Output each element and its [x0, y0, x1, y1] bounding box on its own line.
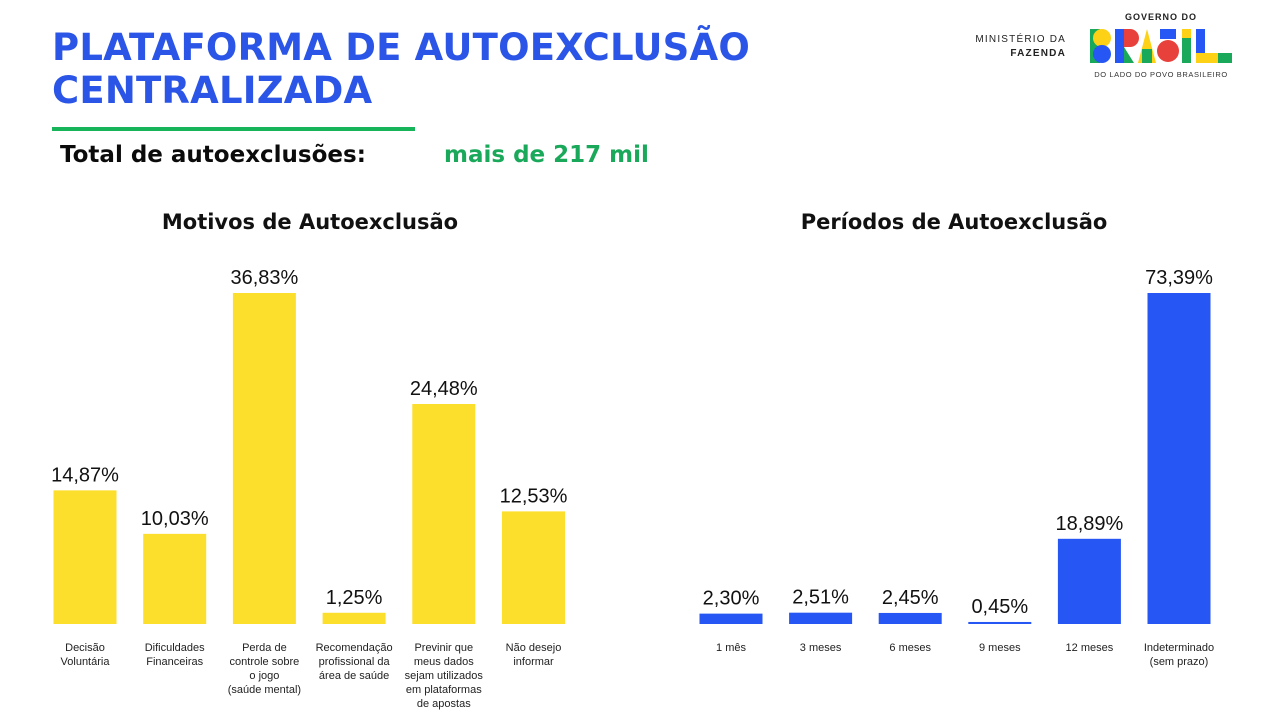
ministry-logo-text: MINISTÉRIO DA FAZENDA — [940, 33, 1066, 61]
motivos-category-label-0: Decisão Voluntária — [61, 642, 111, 668]
motivos-category-label-2: Perda de controle sobre o jogo (saúde menta… — [228, 642, 301, 696]
ministry-line-1: MINISTÉRIO DA — [975, 34, 1066, 45]
motivos-bar-5 — [502, 511, 565, 624]
periodos-category-label-2: 6 meses — [889, 642, 931, 654]
brasil-wordmark-icon — [1090, 29, 1232, 63]
chart-motivos: 14,87% Decisão Voluntária 10,03% Dificuldade… — [51, 267, 568, 710]
periodos-bar-4 — [1057, 538, 1121, 624]
periodos-category-label-4: 12 meses — [1066, 642, 1114, 654]
periodos-bar-3 — [968, 621, 1032, 624]
motivos-category-label-4: Previnir que meus dados sejam utilizados em… — [405, 642, 484, 710]
motivos-bar-1 — [143, 533, 207, 624]
periodos-value-label-1: 2,51% — [792, 587, 849, 609]
motivos-value-label-5: 12,53% — [500, 485, 568, 507]
motivos-value-label-0: 14,87% — [51, 464, 119, 486]
periodos-bar-5 — [1147, 293, 1211, 624]
periodos-value-label-3: 0,45% — [971, 596, 1028, 618]
periodos-value-label-5: 73,39% — [1145, 267, 1213, 289]
periodos-value-label-0: 2,30% — [703, 588, 760, 610]
periodos-category-label-3: 9 meses — [979, 642, 1021, 654]
page-title: PLATAFORMA DE AUTOEXCLUSÃO CENTRALIZADA — [52, 26, 750, 112]
title-underline — [52, 127, 415, 131]
motivos-value-label-3: 1,25% — [326, 587, 383, 609]
chart-title-motivos: Motivos de Autoexclusão — [161, 210, 459, 234]
governo-brasil-logo: GOVERNO DO DO LADO DO POVO BRASILEIRO — [1088, 10, 1234, 82]
periodos-bar-1 — [789, 612, 853, 624]
motivos-value-label-1: 10,03% — [141, 508, 209, 530]
motivos-category-label-3: Recomendação profissional da área de saúde — [316, 642, 393, 682]
motivos-category-label-1: Dificuldades Financeiras — [145, 642, 205, 668]
gov-logo-tagline: DO LADO DO POVO BRASILEIRO — [1094, 70, 1228, 79]
periodos-category-label-5: Indeterminado (sem prazo) — [1144, 642, 1214, 668]
motivos-bar-0 — [53, 490, 117, 624]
periodos-category-label-0: 1 mês — [716, 642, 746, 654]
periodos-category-label-1: 3 meses — [800, 642, 842, 654]
periodos-bar-0 — [699, 613, 763, 624]
motivos-value-label-4: 24,48% — [410, 378, 478, 400]
motivos-bar-4 — [412, 403, 476, 624]
motivos-bar-2 — [232, 293, 296, 624]
total-value: mais de 217 mil — [444, 142, 649, 168]
page-title-line-1: PLATAFORMA DE AUTOEXCLUSÃO — [52, 26, 750, 69]
periodos-value-label-2: 2,45% — [882, 587, 939, 609]
periodos-value-label-4: 18,89% — [1055, 513, 1123, 535]
total-label: Total de autoexclusões: — [60, 142, 366, 168]
motivos-category-label-5: Não desejo informar — [506, 642, 562, 668]
motivos-bar-3 — [322, 612, 386, 624]
gov-logo-top-text: GOVERNO DO — [1124, 12, 1197, 22]
ministry-line-2: FAZENDA — [1010, 48, 1066, 59]
motivos-value-label-2: 36,83% — [230, 267, 298, 289]
periodos-bar-2 — [878, 612, 942, 624]
page-title-line-2: CENTRALIZADA — [52, 69, 373, 112]
chart-title-periodos: Períodos de Autoexclusão — [800, 210, 1108, 234]
